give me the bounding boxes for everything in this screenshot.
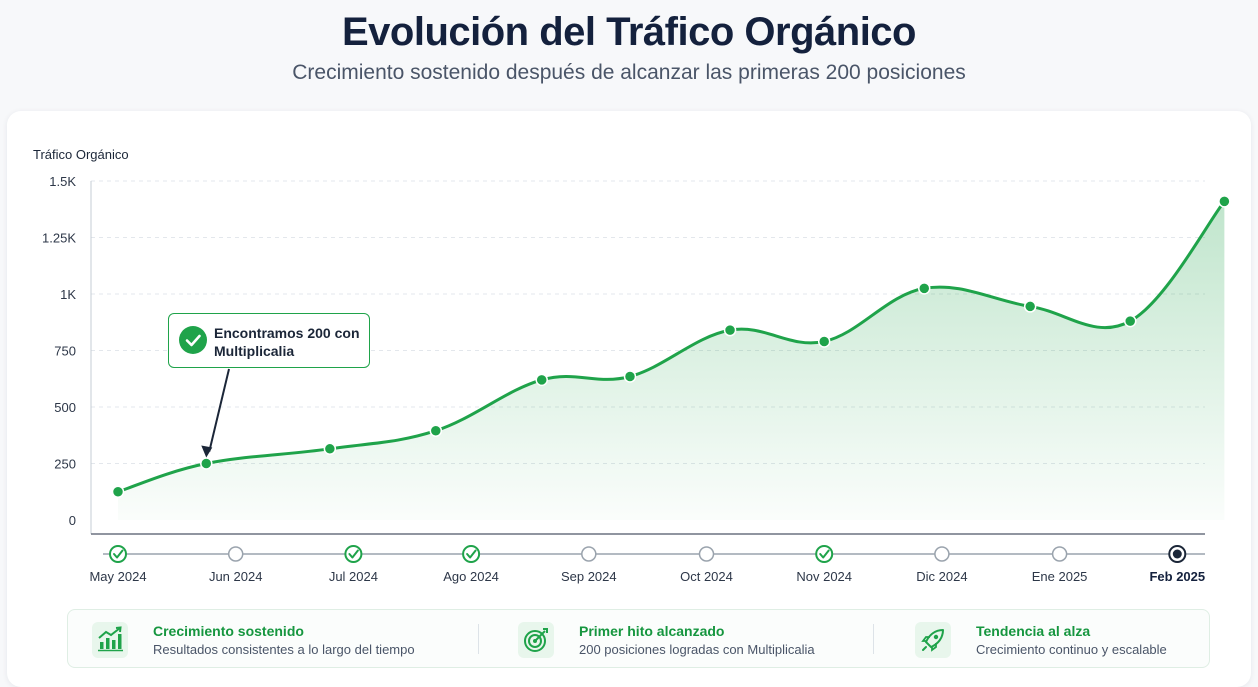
y-tick-label: 1K [60, 287, 76, 302]
data-point [200, 457, 213, 470]
x-tick-label: Dic 2024 [916, 569, 967, 584]
data-point [723, 323, 737, 337]
data-point [111, 485, 125, 498]
x-tick-label: Nov 2024 [796, 569, 852, 584]
milestone-open [581, 546, 597, 562]
milestone-open [227, 546, 244, 562]
x-tick-label: Jun 2024 [209, 569, 263, 584]
x-tick-label: Jul 2024 [329, 569, 378, 584]
feature-title: Primer hito alcanzado [579, 623, 725, 639]
check-icon [348, 549, 359, 559]
data-point [917, 282, 931, 295]
data-point [1123, 314, 1137, 328]
milestone-done [462, 545, 481, 563]
milestone-open [698, 546, 715, 562]
milestone-done [815, 545, 834, 563]
check-icon [819, 549, 830, 559]
divider [873, 624, 874, 654]
growth-chart-icon [92, 622, 128, 658]
y-axis-label: Tráfico Orgánico [33, 147, 129, 162]
feature-desc: Resultados consistentes a lo largo del t… [153, 642, 415, 657]
series-line [117, 200, 1226, 494]
y-tick-label: 250 [54, 457, 76, 472]
page-subtitle: Crecimiento sostenido después de alcanza… [292, 61, 966, 84]
annotation-arrow [208, 368, 230, 452]
target-icon [518, 622, 554, 658]
feature-desc: Crecimiento continuo y escalable [976, 642, 1167, 657]
data-point [535, 373, 548, 387]
x-tick-label: Feb 2025 [1149, 569, 1205, 584]
check-icon [113, 549, 124, 559]
x-tick-label: May 2024 [89, 569, 146, 584]
milestone-current-dot [1172, 549, 1182, 559]
annotation-arrowhead [201, 445, 213, 458]
x-tick-label: Ene 2025 [1032, 569, 1088, 584]
rocket-icon [915, 622, 951, 658]
y-tick-label: 1.5K [49, 174, 76, 189]
data-point [323, 442, 337, 456]
feature-title: Tendencia al alza [976, 623, 1091, 639]
data-point [1023, 300, 1037, 313]
milestone-done [344, 545, 363, 563]
series-area [118, 201, 1225, 520]
data-point [817, 335, 831, 348]
feature-title: Crecimiento sostenido [153, 623, 304, 639]
check-icon [466, 549, 477, 559]
milestone-open [1051, 546, 1068, 562]
x-tick-label: Ago 2024 [443, 569, 499, 584]
milestone-callout: Encontramos 200 con Multiplicalia [168, 313, 370, 368]
feature-strip: Crecimiento sostenido Resultados consist… [67, 609, 1210, 668]
y-tick-label: 1.25K [42, 231, 76, 246]
page-title: Evolución del Tráfico Orgánico [341, 10, 917, 54]
data-point [623, 370, 637, 383]
y-tick-label: 500 [54, 400, 76, 415]
callout-text: Encontramos 200 con Multiplicalia [214, 325, 360, 359]
y-tick-label: 0 [69, 513, 76, 528]
data-point [1218, 195, 1231, 208]
x-tick-label: Sep 2024 [561, 569, 617, 584]
feature-desc: 200 posiciones logradas con Multiplicali… [579, 642, 815, 657]
y-tick-label: 750 [54, 344, 76, 359]
milestone-open [934, 546, 950, 562]
x-tick-label: Oct 2024 [680, 569, 733, 584]
check-icon [179, 326, 207, 354]
milestone-done [109, 545, 127, 563]
divider [478, 624, 479, 654]
data-point [429, 424, 443, 437]
